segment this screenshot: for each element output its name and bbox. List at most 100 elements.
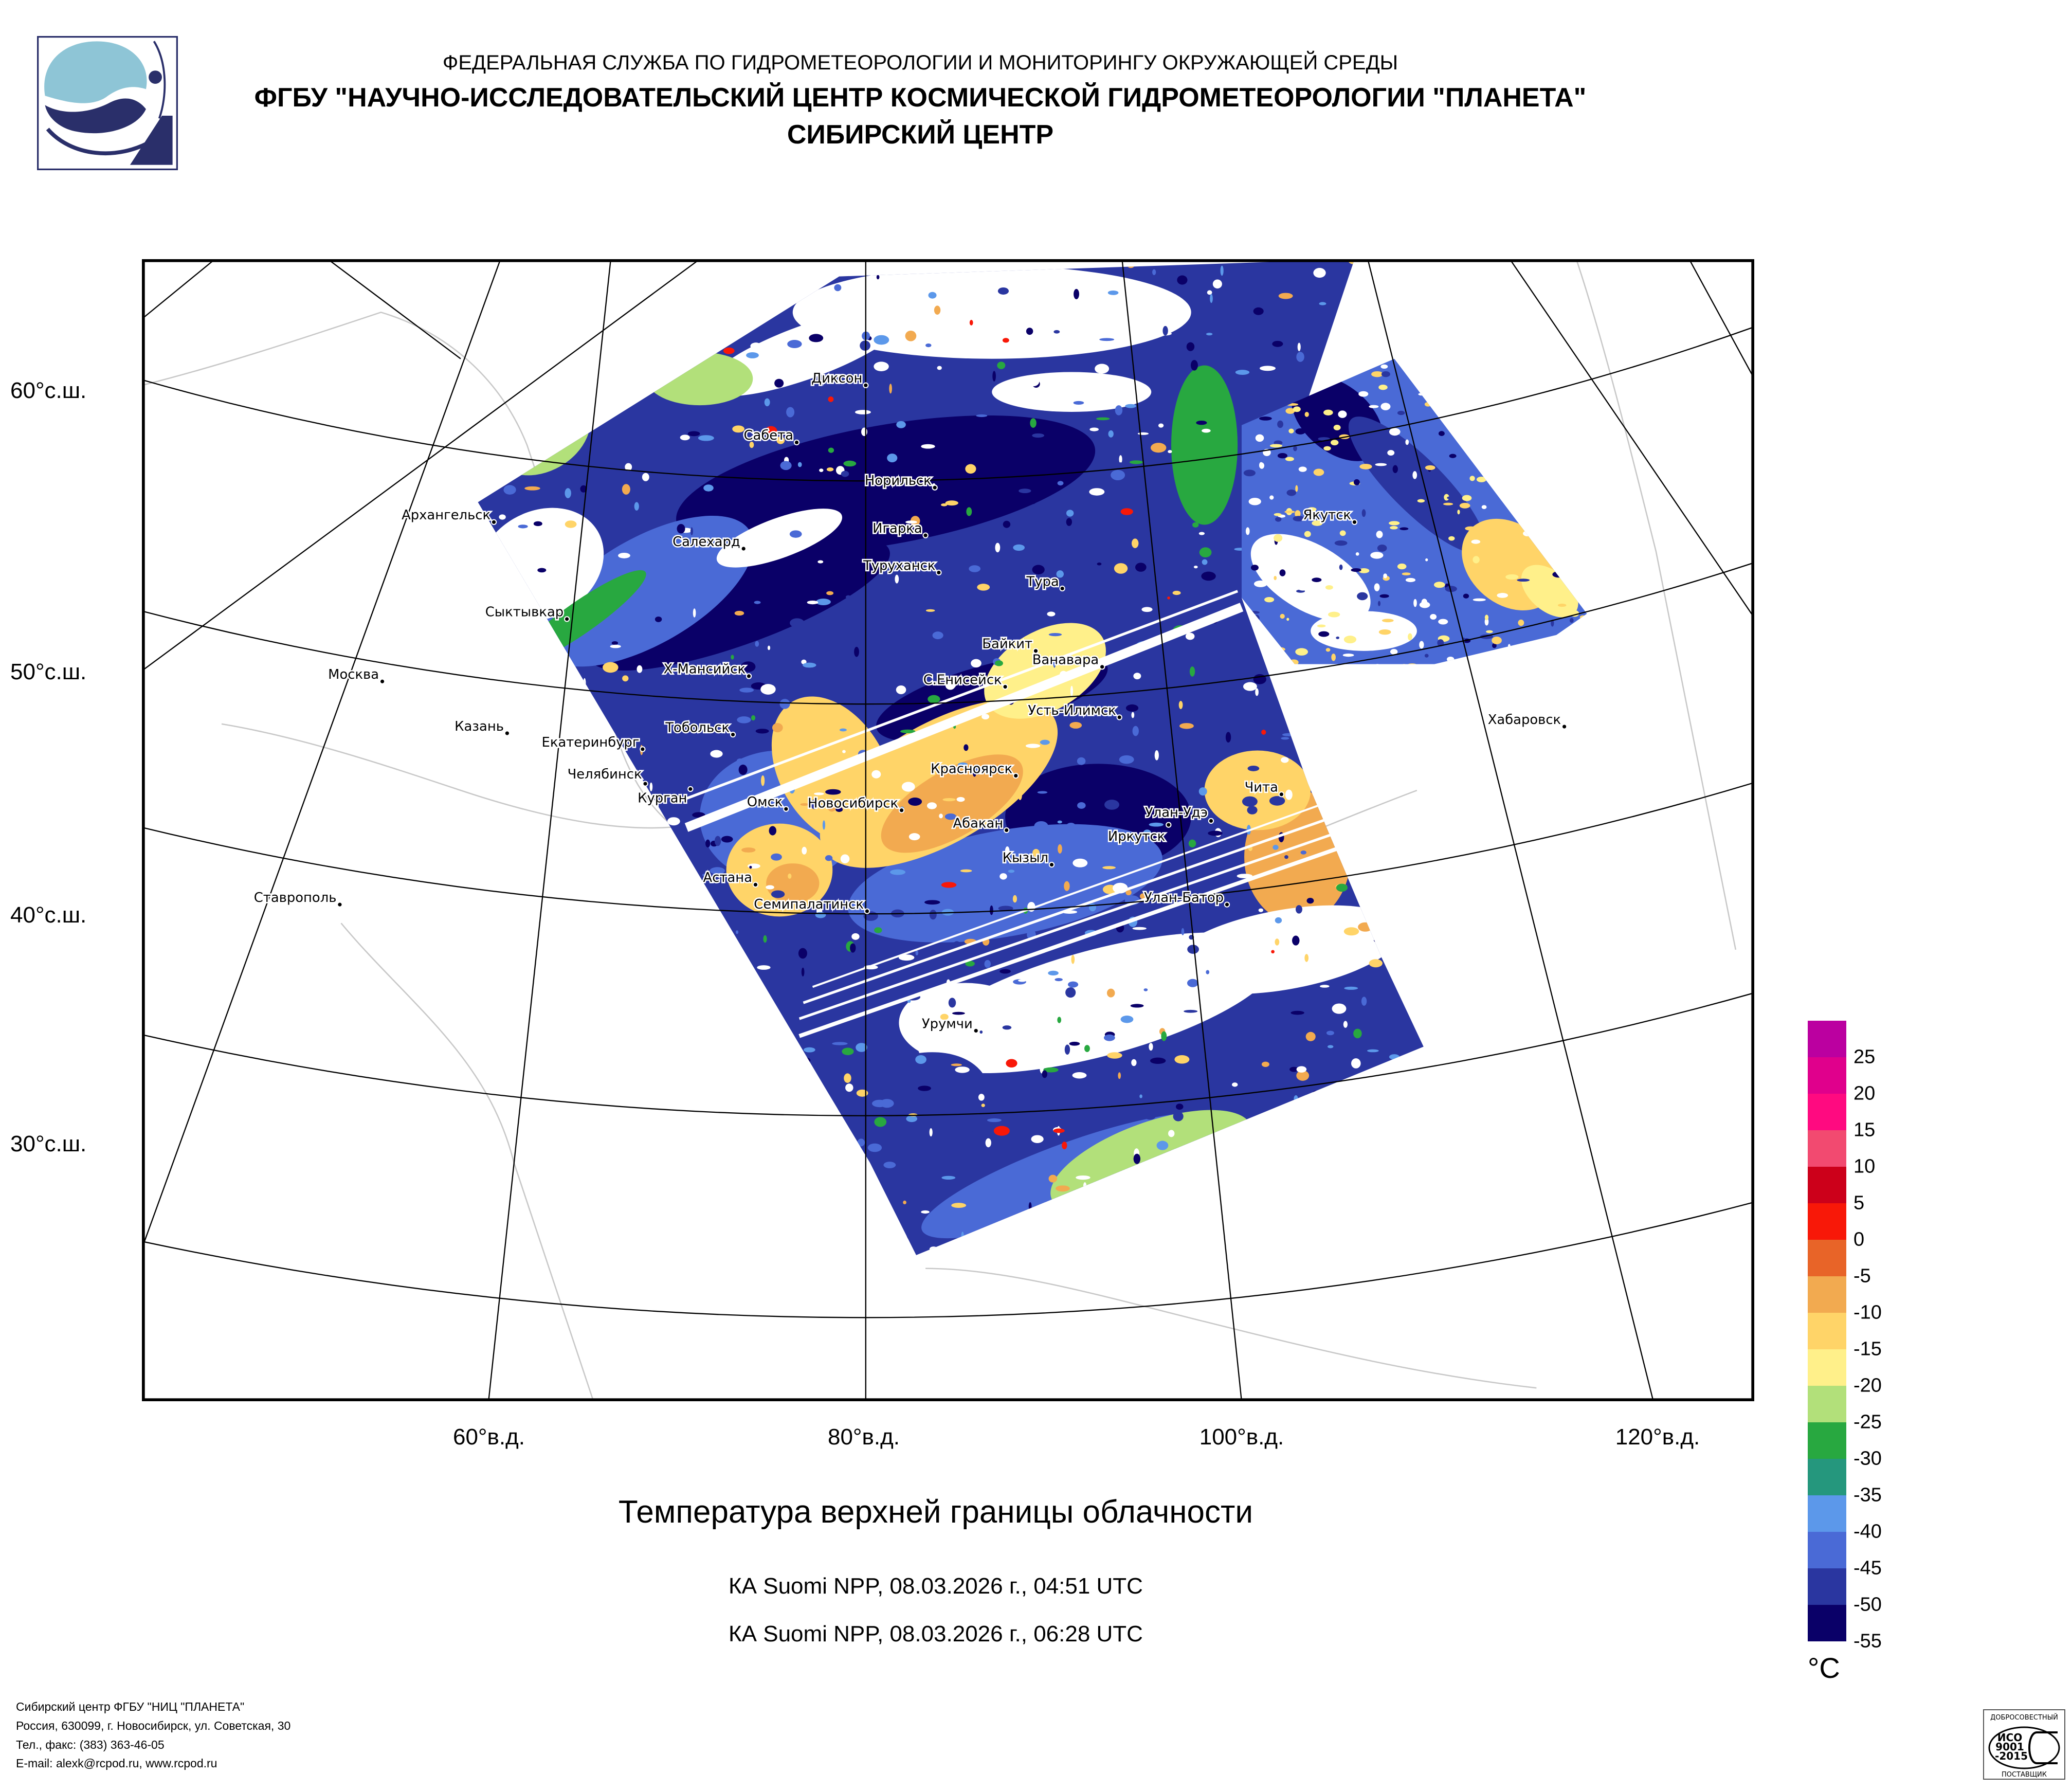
cloud-area: [1084, 1045, 1090, 1053]
cloud-area: [1145, 951, 1157, 958]
cloud-area: [1399, 527, 1409, 531]
city-dot: [973, 1027, 979, 1034]
city-label: Х-Мансийск: [664, 662, 746, 677]
cloud-area: [1425, 558, 1428, 562]
city-dot: [1099, 664, 1105, 670]
city-label: Екатеринбург: [542, 735, 640, 750]
cloud-area: [1018, 790, 1022, 800]
cloud-area: [1077, 757, 1086, 765]
cloud-area: [945, 681, 955, 690]
cloud-area: [978, 1094, 985, 1101]
cloud-area: [842, 1047, 854, 1055]
cloud-area: [854, 646, 859, 657]
cloud-area: [1275, 938, 1280, 946]
cloud-area: [786, 407, 795, 418]
city-marker: Новосибирск: [806, 794, 905, 813]
cloud-area: [907, 1000, 911, 1003]
legend-bin: [1808, 1276, 1846, 1313]
cloud-area: [1190, 360, 1198, 371]
cloud-area: [848, 452, 851, 461]
cloud-area: [1131, 1059, 1137, 1066]
legend-bin: [1808, 1386, 1846, 1422]
cloud-area: [1425, 465, 1435, 471]
cloud-area: [1133, 673, 1141, 680]
cloud-area: [851, 933, 860, 940]
cloud-area: [1097, 562, 1102, 566]
cloud-area: [977, 1016, 985, 1026]
cloud-area: [842, 750, 846, 753]
cloud-area: [1111, 462, 1128, 465]
cloud-area: [840, 854, 850, 864]
cloud-area: [1279, 569, 1286, 576]
cloud-area: [1274, 513, 1282, 516]
cloud-area: [565, 488, 571, 498]
city-label: Астана: [703, 870, 752, 885]
city-marker: Кызыл: [1001, 849, 1055, 868]
legend-bin: [1808, 1532, 1846, 1568]
cloud-area: [1114, 563, 1128, 574]
cloud-area: [642, 473, 649, 481]
city-marker: Красноярск: [930, 760, 1019, 779]
cloud-area: [937, 366, 942, 370]
cloud-area: [1311, 611, 1417, 651]
cloud-area: [1111, 469, 1125, 480]
cloud-area: [1173, 1111, 1184, 1121]
cloud-area: [1178, 700, 1183, 709]
cloud-area: [1376, 531, 1383, 538]
cloud-area: [1343, 1021, 1348, 1028]
cloud-area: [1118, 1072, 1121, 1079]
cloud-area: [1260, 366, 1276, 371]
cloud-area: [896, 421, 906, 428]
city-marker: Екатеринбург: [540, 733, 646, 752]
cloud-area: [1156, 1141, 1169, 1150]
legend-label: 0: [1853, 1228, 1865, 1251]
cloud-area: [1286, 618, 1289, 621]
cloud-area: [1293, 446, 1297, 451]
city-label: Сыктывкар: [485, 605, 564, 620]
cloud-area: [1377, 601, 1381, 606]
cloud-area: [1275, 517, 1282, 522]
cloud-area: [1201, 571, 1216, 581]
cloud-area: [1295, 485, 1298, 492]
cloud-area: [1140, 590, 1156, 601]
cloud-area: [735, 930, 739, 934]
cloud-area: [1473, 556, 1480, 564]
cloud-area: [824, 631, 838, 636]
cloud-area: [1419, 602, 1430, 608]
cloud-area: [1390, 526, 1398, 530]
city-labels: Диксон Сабета Норильск Архангельск Игарка Сал…: [252, 370, 1568, 1034]
legend-bin: [1808, 1349, 1846, 1386]
city-dot: [746, 673, 752, 679]
cloud-area: [1048, 632, 1062, 637]
cloud-area: [944, 813, 957, 820]
cloud-area: [757, 965, 771, 970]
cloud-area: [960, 869, 972, 873]
cloud-area: [705, 839, 711, 848]
cloud-area: [819, 468, 824, 472]
cloud-area: [1032, 565, 1045, 575]
city-dot: [564, 616, 570, 622]
city-dot: [864, 908, 870, 914]
cloud-area: [1336, 636, 1340, 639]
cloud-area: [1064, 881, 1070, 891]
cloud-area: [649, 782, 653, 791]
legend-label: -40: [1853, 1521, 1882, 1543]
cloud-area: [1378, 385, 1388, 390]
cloud-area: [1076, 1175, 1090, 1180]
cloud-area: [741, 661, 756, 672]
cloud-area: [773, 546, 787, 551]
cloud-area: [874, 558, 886, 564]
cloud-area: [710, 750, 723, 758]
legend-label: -45: [1853, 1557, 1882, 1579]
cloud-area: [1281, 757, 1289, 763]
cloud-area: [1073, 858, 1088, 867]
cloud-area: [811, 799, 818, 809]
cloud-area: [969, 565, 981, 572]
cloud-area: [899, 983, 1032, 1063]
cloud-area: [1074, 288, 1079, 299]
cloud-area: [1062, 1142, 1067, 1150]
cloud-area: [860, 340, 870, 351]
city-dot: [793, 439, 800, 446]
cloud-area: [965, 961, 975, 967]
city-label: С.Енисейск: [923, 672, 1002, 688]
